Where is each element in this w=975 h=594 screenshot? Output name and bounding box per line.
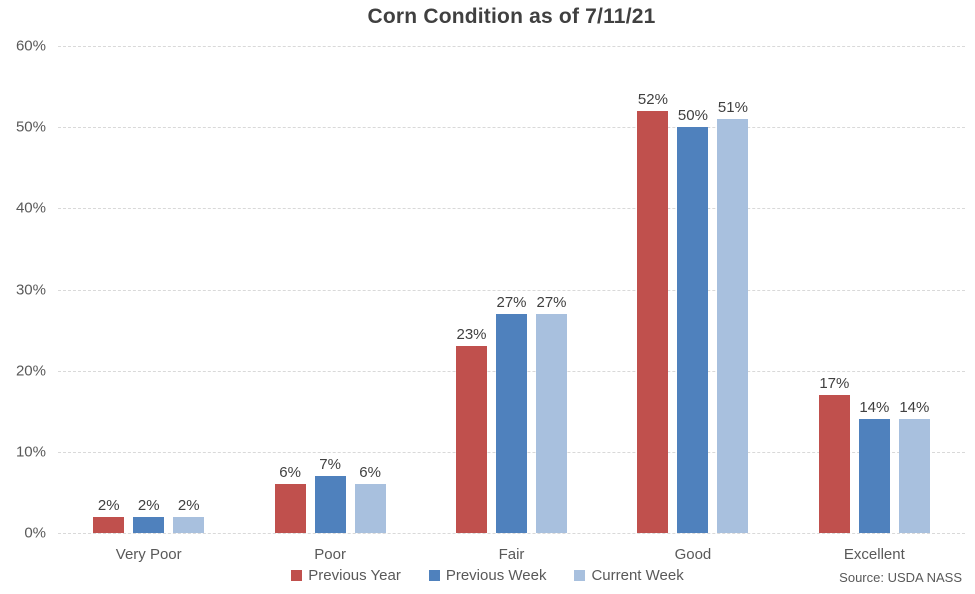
bar-groups: 2% 2% 2% 6% 7% 6% 23% 27% 27% 52% 50% 51% 17% 14% 14%: [58, 46, 965, 533]
bar-value-label-poor-current-week: 6%: [359, 464, 381, 482]
y-axis-tick-label-20: 20%: [15, 362, 46, 380]
bar-group-poor: 6% 7% 6%: [239, 46, 420, 533]
gridline-30: [58, 289, 965, 291]
bar-column-very-poor-previous-week: 2%: [133, 46, 165, 533]
bar-column-excellent-previous-week: 14%: [858, 46, 890, 533]
legend-swatch-current-week: [574, 570, 586, 581]
legend: Previous Year Previous Week Current Week: [0, 567, 975, 584]
bar-column-very-poor-previous-year: 2%: [93, 46, 125, 533]
chart-title: Corn Condition as of 7/11/21: [367, 5, 656, 28]
legend-swatch-previous-week: [428, 570, 440, 581]
bar-group-excellent: 17% 14% 14%: [784, 46, 965, 533]
bar-value-label-good-previous-week: 50%: [677, 107, 708, 125]
legend-item-previous-year: Previous Year: [291, 567, 401, 584]
gridline-0: [58, 533, 965, 534]
legend-label-current-week: Current Week: [591, 567, 684, 584]
bar-good-previous-week: [677, 127, 709, 533]
bar-column-good-current-week: 51%: [717, 46, 749, 533]
gridline-50: [58, 127, 965, 129]
legend-label-previous-year: Previous Year: [308, 567, 401, 584]
legend-item-current-week: Current Week: [574, 567, 684, 584]
bar-value-label-excellent-current-week: 14%: [899, 399, 930, 417]
bar-group-good: 52% 50% 51%: [602, 46, 783, 533]
bar-value-label-excellent-previous-week: 14%: [859, 399, 890, 417]
bar-column-poor-previous-year: 6%: [274, 46, 306, 533]
y-axis-tick-label-50: 50%: [15, 118, 46, 136]
bar-group-fair: 23% 27% 27%: [421, 46, 602, 533]
bar-fair-previous-week: [496, 313, 528, 533]
y-axis-tick-label-30: 30%: [15, 281, 46, 298]
x-axis-label-good: Good: [674, 546, 712, 563]
x-axis-label-fair: Fair: [498, 546, 525, 563]
bar-column-fair-previous-year: 23%: [456, 46, 488, 533]
bar-excellent-previous-year: [818, 395, 850, 533]
legend-swatch-previous-year: [291, 570, 303, 581]
bar-column-very-poor-current-week: 2%: [173, 46, 205, 533]
bar-group-very-poor: 2% 2% 2%: [58, 46, 239, 533]
bar-value-label-poor-previous-week: 7%: [319, 456, 341, 474]
bar-value-label-fair-previous-year: 23%: [456, 326, 487, 344]
source-note: Source: USDA NASS: [839, 570, 962, 585]
bar-poor-previous-week: [314, 476, 346, 533]
bar-column-poor-current-week: 6%: [354, 46, 386, 533]
x-axis-label-poor: Poor: [314, 546, 346, 563]
y-axis: 0% 10% 20% 30% 40% 50% 60%: [0, 38, 50, 542]
y-axis-tick-label-40: 40%: [15, 199, 46, 217]
bar-column-excellent-previous-year: 17%: [818, 46, 850, 533]
bar-good-previous-year: [637, 110, 669, 533]
legend-label-previous-week: Previous Week: [445, 567, 547, 584]
y-axis-tick-label-10: 10%: [15, 443, 46, 461]
bar-column-fair-previous-week: 27%: [496, 46, 528, 533]
bar-value-label-very-poor-previous-year: 2%: [97, 496, 120, 514]
bar-value-label-poor-previous-year: 6%: [279, 464, 301, 482]
y-axis-tick-label-60: 60%: [15, 37, 46, 55]
legend-item-previous-week: Previous Week: [428, 567, 547, 584]
y-axis-tick-label-0: 0%: [24, 524, 46, 542]
x-axis: Very Poor Poor Fair Good Excellent: [58, 546, 965, 563]
bar-column-good-previous-week: 50%: [677, 46, 709, 533]
bar-excellent-current-week: [898, 419, 930, 533]
bar-poor-current-week: [354, 484, 386, 533]
bar-column-poor-previous-week: 7%: [314, 46, 346, 533]
x-axis-label-very-poor: Very Poor: [115, 546, 182, 563]
gridline-40: [58, 208, 965, 210]
x-axis-label-excellent: Excellent: [843, 546, 905, 563]
bar-fair-current-week: [536, 313, 568, 533]
bar-column-good-previous-year: 52%: [637, 46, 669, 533]
bar-value-label-good-previous-year: 52%: [637, 90, 668, 108]
bar-value-label-fair-current-week: 27%: [536, 293, 567, 311]
bar-fair-previous-year: [456, 346, 488, 533]
bar-column-excellent-current-week: 14%: [898, 46, 930, 533]
bar-value-label-excellent-previous-year: 17%: [819, 375, 850, 393]
bar-value-label-good-current-week: 51%: [717, 99, 748, 117]
bar-good-current-week: [717, 119, 749, 533]
gridline-60: [58, 46, 965, 47]
bar-very-poor-previous-week: [133, 516, 165, 533]
bar-column-fair-current-week: 27%: [536, 46, 568, 533]
bar-very-poor-current-week: [173, 516, 205, 533]
bar-value-label-very-poor-current-week: 2%: [177, 496, 200, 514]
bar-excellent-previous-week: [858, 419, 890, 533]
bar-poor-previous-year: [274, 484, 306, 533]
bar-value-label-very-poor-previous-week: 2%: [137, 496, 160, 514]
plot-area: 2% 2% 2% 6% 7% 6% 23% 27% 27% 52% 50% 51% 17% 14% 14%: [58, 46, 965, 534]
bar-value-label-fair-previous-week: 27%: [496, 293, 527, 311]
bar-very-poor-previous-year: [93, 516, 125, 533]
